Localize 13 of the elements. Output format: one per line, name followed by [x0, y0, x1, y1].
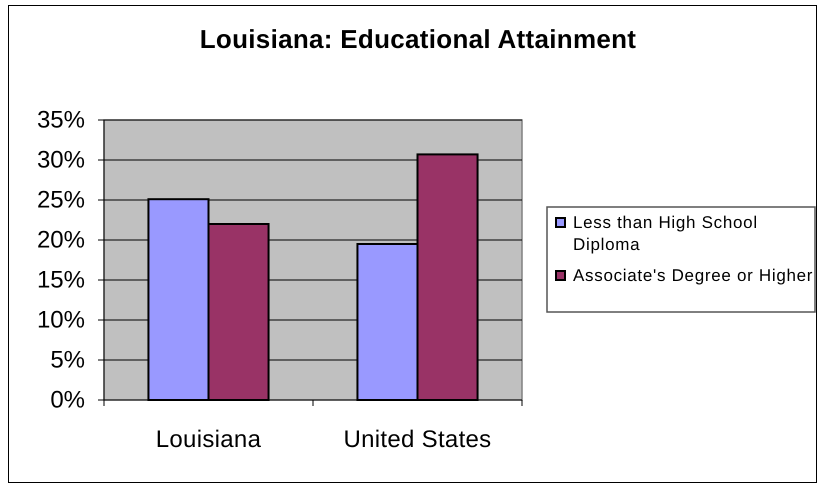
legend-label: Associate's Degree or Higher: [573, 266, 814, 285]
y-tick-label: 35%: [36, 106, 85, 134]
chart-title: Louisiana: Educational Attainment: [200, 24, 636, 54]
y-tick-label: 30%: [36, 146, 85, 174]
y-tick-label: 5%: [50, 346, 85, 374]
y-tick-label: 25%: [36, 186, 85, 214]
y-tick-label: 20%: [36, 226, 85, 254]
y-tick-label: 15%: [36, 266, 85, 294]
x-tick-label: United States: [344, 426, 492, 453]
legend-label: Less than High School Diploma: [573, 213, 758, 254]
y-tick-label: 10%: [36, 306, 85, 334]
y-tick-label: 0%: [50, 386, 85, 414]
x-tick-label: Louisiana: [156, 426, 262, 453]
